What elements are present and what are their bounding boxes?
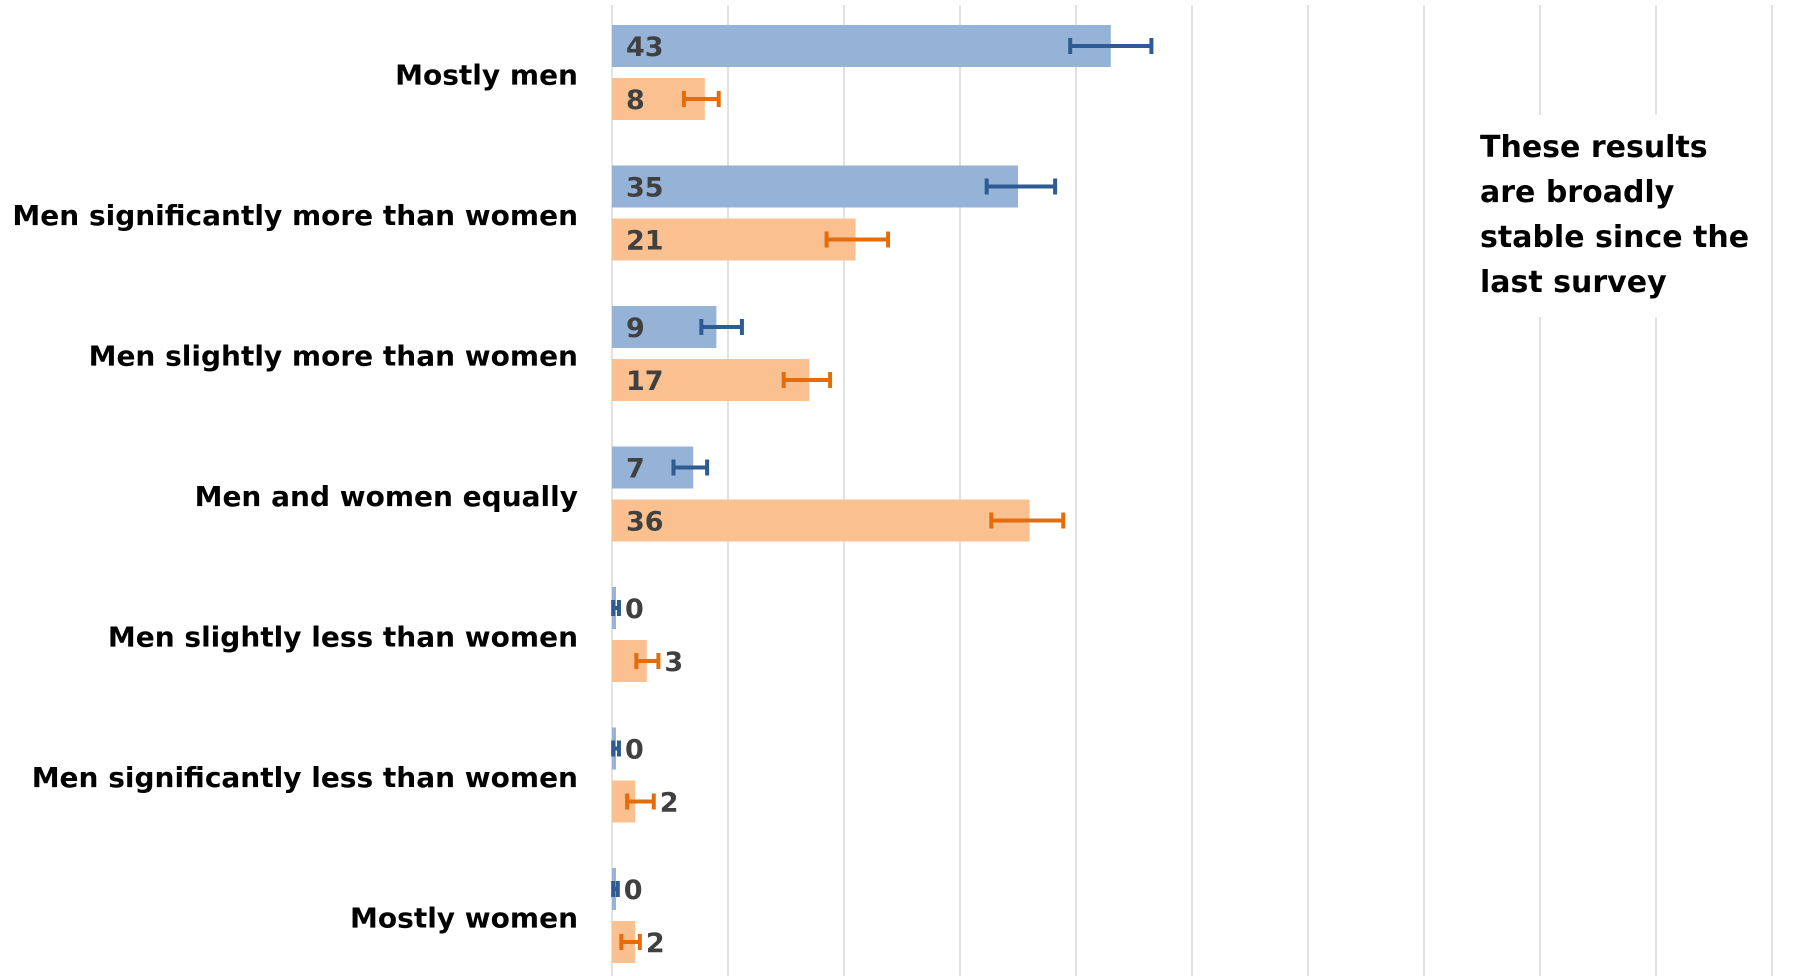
data-label: 0 [624,875,643,906]
error-bar [824,231,891,248]
error-bar [619,934,642,950]
bar-series-2 [612,359,810,401]
category-label: Men slightly more than women [89,340,578,373]
error-bar [984,178,1058,195]
error-bar [681,91,721,107]
bar-series-1 [612,25,1111,67]
error-bar [634,653,661,669]
category-label: Men and women equally [195,480,578,513]
error-bar [611,740,621,757]
bar-series-2 [612,780,636,823]
category-label: Men significantly less than women [32,761,578,794]
error-bar [611,881,620,897]
bar-series-2 [612,218,856,261]
data-label: 0 [625,735,644,766]
annotation-text: These results are broadly stable since t… [1472,115,1760,317]
data-label: 2 [646,928,665,959]
error-bar [781,372,833,388]
bar-series-1 [612,165,1018,208]
data-label: 2 [660,788,679,819]
error-bar [989,512,1066,529]
error-bars [611,38,1154,950]
data-label: 8 [626,85,645,116]
error-bar [671,459,710,476]
category-label: Men significantly more than women [12,199,578,232]
bars [612,25,1111,963]
data-label: 17 [626,366,664,397]
category-label: Men slightly less than women [108,621,578,654]
bar-series-2 [612,499,1030,542]
data-label: 43 [626,32,664,63]
data-label: 35 [626,173,664,204]
data-label: 3 [664,647,683,678]
category-labels: Mostly men Men significantly more than wo… [12,59,578,935]
category-label: Mostly men [395,59,578,92]
error-bar [625,793,656,810]
data-label: 21 [626,226,664,257]
error-bar [1068,38,1154,54]
data-label: 36 [626,507,664,538]
error-bar [699,319,744,335]
category-label: Mostly women [350,902,578,935]
data-label: 9 [626,313,645,344]
bar-series-1 [612,306,717,348]
data-label: 0 [625,594,644,625]
data-label: 7 [626,454,645,485]
error-bar [611,600,621,616]
